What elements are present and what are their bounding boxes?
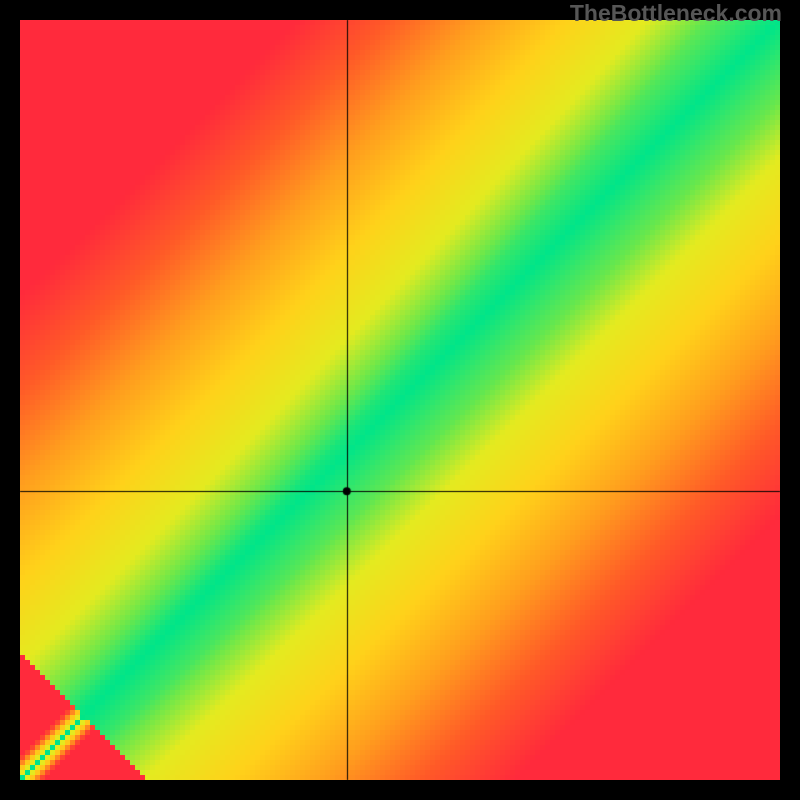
watermark-label: TheBottleneck.com bbox=[570, 0, 782, 27]
bottleneck-heatmap bbox=[0, 0, 800, 800]
chart-container: TheBottleneck.com bbox=[0, 0, 800, 800]
